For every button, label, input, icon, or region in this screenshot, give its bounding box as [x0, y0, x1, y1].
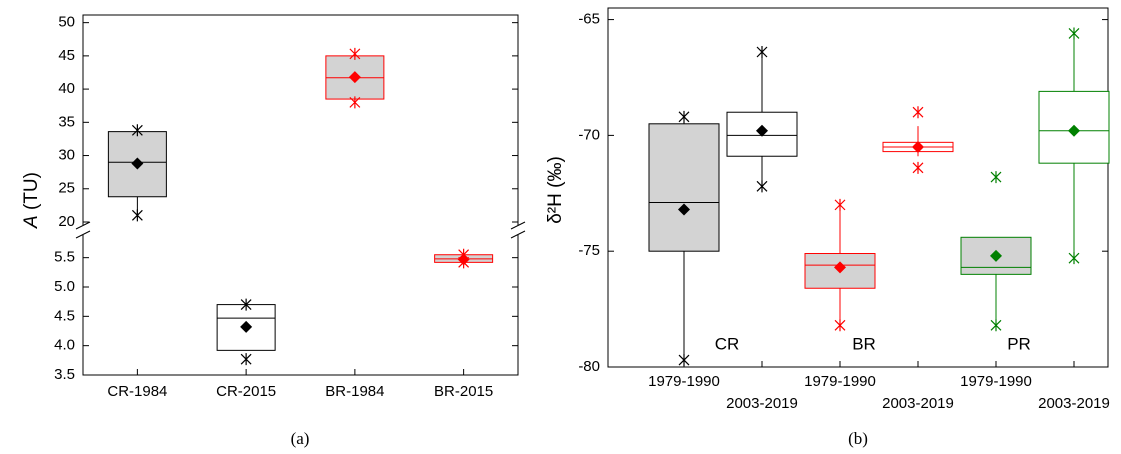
- min-marker: [1068, 252, 1080, 265]
- y-axis-label: δ²H (‰): [545, 156, 566, 224]
- box: [648, 123, 720, 252]
- mean-marker: [834, 261, 846, 274]
- mean-marker: [756, 124, 768, 137]
- x-tick-label: BR-1984: [325, 383, 384, 400]
- y-tick-label: -80: [578, 358, 600, 375]
- plot-frame: [607, 7, 1109, 368]
- y-axis-symbol: A: [21, 215, 42, 229]
- y-tick-label: 30: [58, 147, 75, 164]
- y-axis-label: A (TU): [21, 172, 42, 229]
- min-marker: [240, 353, 252, 366]
- axis-break: [76, 225, 90, 235]
- y-axis-unit: (TU): [21, 172, 42, 210]
- max-marker: [240, 298, 252, 311]
- x-tick-label: 2003-2019: [882, 395, 954, 412]
- y-tick-label: 5.5: [54, 249, 75, 266]
- y-tick-label: 25: [58, 180, 75, 197]
- mean-marker: [240, 320, 253, 333]
- y-tick-label: -65: [578, 11, 600, 28]
- y-tick-label: 45: [58, 47, 75, 64]
- max-marker: [131, 124, 143, 137]
- mean-marker: [678, 203, 690, 216]
- max-marker: [1068, 27, 1080, 40]
- x-tick-label: 2003-2019: [1038, 395, 1110, 412]
- mean-marker: [912, 140, 924, 153]
- axis-break: [510, 230, 526, 239]
- axis-break: [75, 221, 91, 230]
- max-marker: [834, 198, 846, 211]
- group-label: BR: [852, 334, 876, 353]
- y-tick-label: 35: [58, 113, 75, 130]
- min-marker: [990, 319, 1002, 332]
- min-marker: [131, 209, 143, 222]
- group-label: CR: [715, 334, 740, 353]
- x-tick-label: 1979-1990: [804, 373, 876, 390]
- plot-frame: [82, 14, 519, 376]
- mean-marker: [457, 253, 470, 266]
- y-tick-label: 5.0: [54, 278, 75, 295]
- mean-marker: [348, 71, 361, 84]
- axis-break: [510, 221, 526, 230]
- x-tick-label: CR-1984: [107, 383, 167, 400]
- min-marker: [912, 161, 924, 174]
- y-tick-label: 4.0: [54, 337, 75, 354]
- min-marker: [678, 354, 690, 367]
- mean-marker: [990, 249, 1002, 262]
- min-marker: [349, 96, 361, 109]
- mean-marker: [131, 157, 144, 170]
- max-marker: [912, 106, 924, 119]
- x-tick-label: 1979-1990: [648, 373, 720, 390]
- x-tick-label: 1979-1990: [960, 373, 1032, 390]
- y-tick-label: -75: [578, 242, 600, 259]
- mean-marker: [1068, 124, 1080, 137]
- min-marker: [834, 319, 846, 332]
- y-tick-label: 3.5: [54, 366, 75, 383]
- y-tick-label: 4.5: [54, 307, 75, 324]
- y-tick-label: 50: [58, 14, 75, 31]
- max-marker: [990, 171, 1002, 184]
- min-marker: [756, 180, 768, 193]
- caption: (a): [291, 429, 310, 448]
- max-marker: [756, 46, 768, 59]
- axis-break: [511, 225, 525, 235]
- axis-break: [75, 230, 91, 239]
- max-marker: [678, 110, 690, 123]
- caption: (b): [848, 429, 868, 448]
- x-tick-label: CR-2015: [216, 383, 276, 400]
- max-marker: [349, 47, 361, 60]
- y-tick-label: -70: [578, 126, 600, 143]
- y-tick-label: 40: [58, 80, 75, 97]
- y-tick-label: 20: [58, 213, 75, 230]
- x-tick-label: BR-2015: [434, 383, 493, 400]
- x-tick-label: 2003-2019: [726, 395, 798, 412]
- group-label: PR: [1007, 334, 1031, 353]
